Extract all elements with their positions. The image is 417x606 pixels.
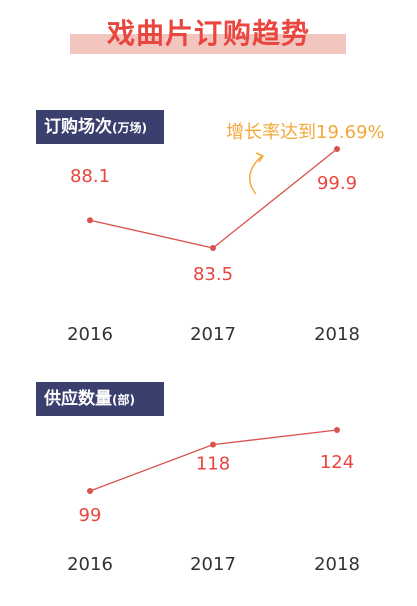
supply-section-label: 供应数量(部) (36, 382, 164, 416)
orders-section-label: 订购场次(万场) (36, 110, 164, 144)
x-tick-label-0-2: 2018 (314, 324, 360, 345)
data-point-1-1 (210, 441, 216, 448)
orders-label-text: 订购场次 (44, 117, 112, 137)
x-tick-label-1-0: 2016 (67, 554, 113, 575)
supply-label-unit: (部) (112, 393, 135, 407)
data-label-0-2: 99.9 (317, 173, 357, 194)
title-highlight-band (70, 34, 346, 54)
data-label-1-2: 124 (320, 452, 354, 473)
data-point-0-2 (334, 146, 340, 152)
page-title: 戏曲片订购趋势 (106, 17, 310, 50)
data-label-1-1: 118 (196, 454, 230, 475)
data-point-1-0 (87, 488, 93, 494)
arrow-head-icon (255, 152, 265, 163)
data-label-1-0: 99 (79, 505, 102, 526)
data-point-0-0 (87, 217, 93, 224)
growth-annotation: 增长率达到19.69% (226, 122, 385, 143)
x-tick-label-1-2: 2018 (314, 554, 360, 575)
data-label-0-1: 83.5 (193, 264, 233, 285)
data-point-0-1 (210, 245, 216, 251)
curved-arrow-icon (249, 155, 263, 195)
data-label-0-0: 88.1 (70, 166, 110, 187)
series-line-0 (89, 148, 338, 249)
x-tick-label-0-1: 2017 (190, 324, 236, 345)
x-tick-label-1-1: 2017 (190, 554, 236, 575)
data-point-1-2 (334, 427, 340, 433)
supply-label-text: 供应数量 (44, 389, 112, 409)
x-tick-label-0-0: 2016 (67, 324, 113, 345)
orders-label-unit: (万场) (112, 121, 147, 135)
